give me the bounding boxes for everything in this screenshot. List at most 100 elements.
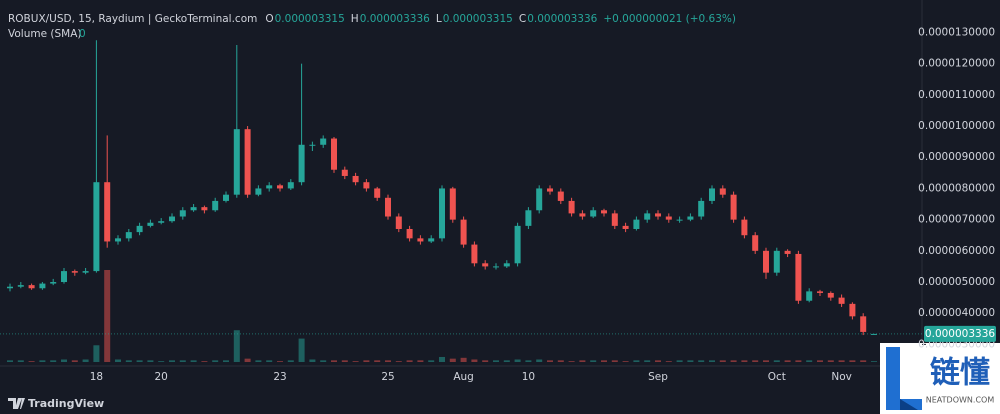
tradingview-logo[interactable] — [8, 398, 25, 409]
volume-bar — [309, 359, 316, 362]
volume-bar — [590, 360, 597, 362]
y-tick-label: 0.0000040000 — [918, 307, 995, 319]
candle-body — [471, 244, 478, 264]
volume-bar — [536, 359, 543, 362]
volume-bar — [763, 360, 769, 362]
x-tick-label: 25 — [381, 371, 394, 383]
x-tick-label: Oct — [768, 371, 786, 383]
candle-body — [590, 210, 597, 217]
volume-bar — [622, 361, 629, 362]
ohlc-value: 0.000003336 — [527, 13, 597, 25]
volume-bar — [676, 360, 683, 362]
volume-bar — [568, 361, 575, 362]
candle-body — [449, 188, 456, 220]
candle-body — [698, 200, 705, 217]
volume-bar — [752, 360, 759, 362]
candle-body — [82, 271, 89, 273]
volume-bar — [147, 360, 154, 362]
candle-body — [374, 188, 381, 198]
candle-body — [752, 235, 759, 251]
candle-body — [223, 194, 229, 201]
candle-body — [763, 250, 769, 273]
x-tick-label: 20 — [155, 371, 168, 383]
volume-bar — [233, 330, 240, 362]
candle-body — [860, 316, 867, 332]
candle-body — [644, 213, 651, 220]
candle-body — [730, 194, 737, 220]
volume-bar — [719, 360, 726, 362]
volume-bar — [179, 360, 186, 362]
volume-bar — [201, 361, 208, 362]
ohlc-key: O — [265, 13, 273, 25]
y-tick-label: 0.0000090000 — [918, 151, 995, 163]
volume-bar — [287, 360, 294, 362]
volume-bar — [557, 360, 564, 362]
volume-bar — [665, 361, 672, 362]
volume-bar — [212, 360, 219, 362]
volume-bar — [806, 360, 813, 362]
candle-body — [352, 175, 359, 183]
volume-bar — [190, 360, 197, 362]
candle-body — [190, 207, 197, 211]
candle-body — [287, 182, 294, 189]
candle-body — [71, 271, 78, 273]
candle-body — [320, 138, 327, 145]
x-tick-label: Nov — [831, 371, 852, 383]
ohlc-key: H — [351, 13, 359, 25]
candle-body — [298, 144, 305, 183]
volume-bar — [601, 360, 607, 362]
candle-body — [61, 271, 67, 283]
volume-bar — [773, 360, 780, 362]
ohlc-value: 0.000003336 — [360, 13, 430, 25]
candle-body — [428, 238, 435, 242]
volume-bar — [374, 360, 381, 362]
candle-body — [395, 216, 402, 229]
volume-value: 0 — [79, 28, 86, 40]
candle-body — [773, 250, 780, 273]
change: +0.000000021 (+0.63%) — [603, 13, 736, 25]
candle-body — [514, 225, 521, 264]
candle-body — [147, 222, 154, 226]
y-tick-label: 0.0000130000 — [918, 26, 995, 38]
candle-body — [817, 291, 823, 293]
candle-body — [28, 285, 35, 289]
volume-bar — [363, 360, 370, 362]
volume-bar — [439, 356, 445, 362]
candle-body — [93, 182, 100, 272]
candle-body — [39, 283, 46, 289]
ohlc-key: L — [436, 13, 442, 25]
candle-body — [676, 219, 683, 221]
candle-body — [385, 197, 391, 217]
candle-body — [741, 219, 748, 236]
candle-body — [212, 200, 219, 211]
candle-body — [277, 185, 283, 189]
candle-body — [104, 182, 111, 242]
tradingview-text[interactable]: TradingView — [28, 397, 104, 410]
volume-bar — [417, 360, 424, 362]
candle-body — [482, 263, 489, 267]
volume-bar — [525, 360, 532, 362]
volume-bar — [28, 361, 35, 362]
candle-body — [525, 210, 532, 226]
volume-bar — [115, 359, 121, 362]
volume-bar — [547, 360, 553, 362]
y-tick-label: 0.0000120000 — [918, 58, 995, 70]
candle-body — [784, 250, 791, 254]
volume-bar — [169, 360, 175, 362]
branding[interactable]: TradingView — [8, 397, 104, 410]
candle-body — [503, 263, 510, 267]
candle-body — [7, 286, 13, 289]
volume-bar — [460, 357, 467, 362]
candle-body — [17, 285, 24, 287]
volume-bar — [503, 360, 510, 362]
candle-body — [439, 188, 445, 239]
volume-bar — [611, 360, 618, 362]
ohlc-key: C — [519, 13, 526, 25]
volume-bar — [17, 360, 24, 362]
x-tick-label: 23 — [273, 371, 286, 383]
candle-body — [687, 216, 694, 220]
watermark-title: 链懂 — [930, 356, 990, 391]
candle-body — [633, 219, 640, 229]
watermark-logo — [886, 347, 922, 410]
